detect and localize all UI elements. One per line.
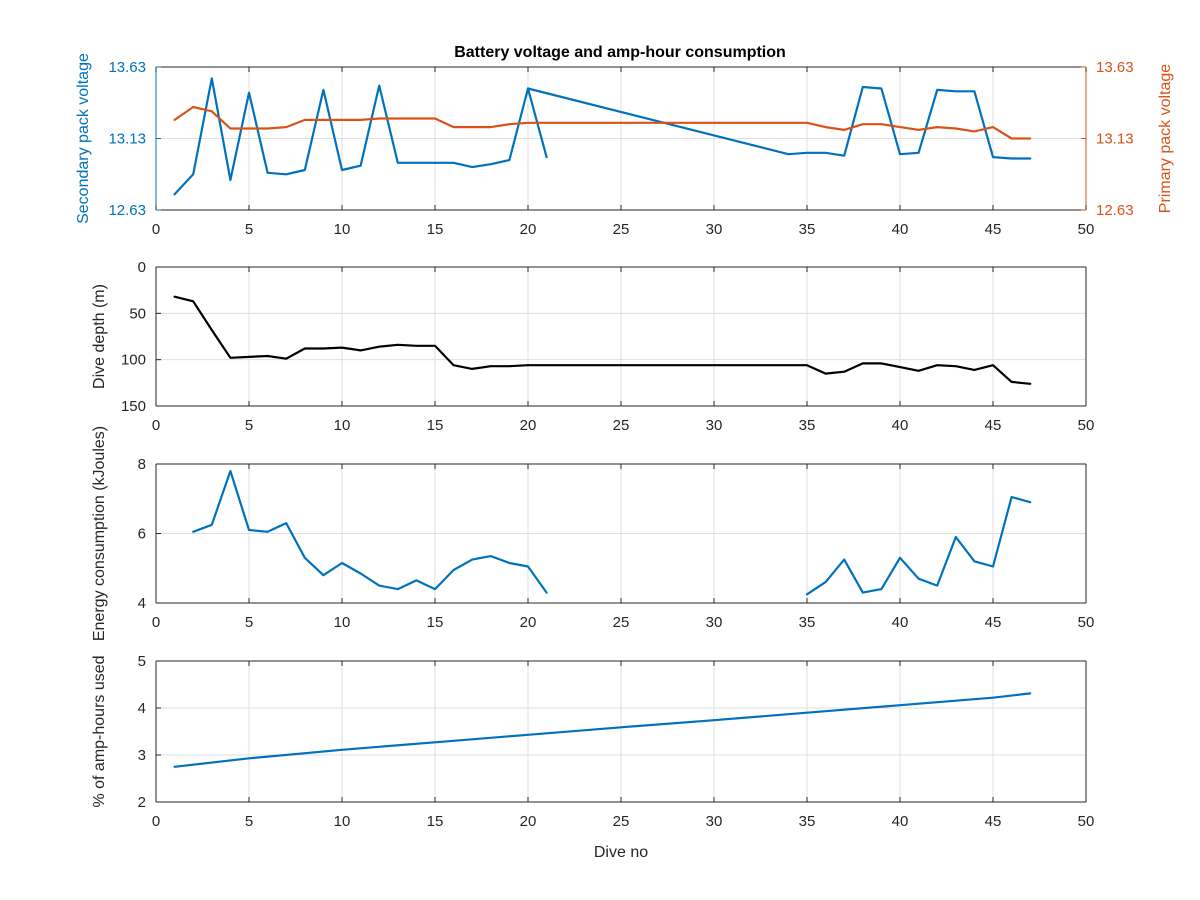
x-tick-label: 0 [152,813,160,830]
x-tick-label: 30 [706,614,723,631]
x-tick-label: 35 [799,221,816,238]
x-tick-label: 50 [1078,221,1095,238]
x-tick-label: 30 [706,417,723,434]
y-tick-label: 50 [129,305,146,322]
x-tick-label: 15 [427,221,444,238]
x-tick-label: 0 [152,221,160,238]
x-tick-label: 35 [799,417,816,434]
chart-panel-2: 0 5 10 15 20 25 30 35 40 45 50 0 50 100 150 Dive depth … [91,259,1094,434]
series-line-1 [192,469,548,594]
x-tick-label: 45 [985,614,1002,631]
x-tick-label: 35 [799,813,816,830]
x-tick-label: 35 [799,614,816,631]
x-tick-label: 20 [520,417,537,434]
x-tick-label: 30 [706,221,723,238]
x-tick-label: 5 [245,614,253,631]
x-tick-label: 25 [613,221,630,238]
x-tick-label: 50 [1078,813,1095,830]
x-tick-label: 50 [1078,614,1095,631]
y-axis-label: % of amp-hours used [91,655,108,807]
y-tick-label: 100 [121,352,146,369]
y-tick-label: 8 [138,456,146,473]
y-tick-label: 4 [138,700,146,717]
series-line-1 [173,295,1032,385]
x-tick-label: 0 [152,417,160,434]
y-axis-label: Secondary pack voltage [75,53,92,224]
x-tick-label: 50 [1078,417,1095,434]
x-tick-label: 20 [520,813,537,830]
chart-panel-1: 0 5 10 15 20 25 30 35 40 45 5012.6313.1313.6312.63… [75,53,1174,238]
y-axis-label: Dive depth (m) [91,284,108,389]
x-tick-label: 20 [520,221,537,238]
x-tick-label: 5 [245,417,253,434]
figure-title: Battery voltage and amp-hour consumption [454,44,786,61]
x-tick-label: 15 [427,417,444,434]
panels: 0 5 10 15 20 25 30 35 40 45 5012.6313.1313.6312.63… [75,53,1174,861]
x-tick-label: 25 [613,417,630,434]
y-tick-label: 4 [138,595,146,612]
y-tick-label: 12.63 [108,202,146,219]
series-line-2 [805,495,1032,596]
x-tick-label: 5 [245,221,253,238]
y-tick-label: 3 [138,747,146,764]
series-line-1 [173,692,1032,768]
series-line-1 [173,77,548,196]
y-tick-label: 0 [138,259,146,276]
y-tick-label: 2 [138,794,146,811]
y-tick-label: 13.63 [108,59,146,76]
x-tick-label: 10 [334,221,351,238]
y-tick-label: 13.13 [108,131,146,148]
x-tick-label: 15 [427,614,444,631]
x-tick-label: 0 [152,614,160,631]
chart-panel-3: 0 5 10 15 20 25 30 35 40 45 50 4 6 8 Energy consumptio… [91,426,1094,641]
x-tick-label: 40 [892,614,909,631]
series-line-3 [173,105,1032,140]
x-tick-label: 45 [985,417,1002,434]
x-axis-label: Dive no [594,844,648,861]
x-tick-label: 40 [892,813,909,830]
y-tick-label: 150 [121,398,146,415]
y-tick-label: 6 [138,526,146,543]
x-tick-label: 30 [706,813,723,830]
y-right-tick-label: 13.63 [1096,59,1134,76]
y-right-axis-label: Primary pack voltage [1157,64,1174,213]
y-tick-label: 5 [138,653,146,670]
y-axis-label: Energy consumption (kJoules) [91,426,108,641]
x-tick-label: 10 [334,614,351,631]
x-tick-label: 25 [613,813,630,830]
x-tick-label: 10 [334,417,351,434]
x-tick-label: 5 [245,813,253,830]
series-line-2 [526,85,1032,160]
x-tick-label: 45 [985,813,1002,830]
x-tick-label: 25 [613,614,630,631]
x-tick-label: 40 [892,221,909,238]
x-tick-label: 20 [520,614,537,631]
y-right-tick-label: 13.13 [1096,131,1134,148]
y-right-tick-label: 12.63 [1096,202,1134,219]
x-tick-label: 15 [427,813,444,830]
x-tick-label: 10 [334,813,351,830]
x-tick-label: 40 [892,417,909,434]
x-tick-label: 45 [985,221,1002,238]
